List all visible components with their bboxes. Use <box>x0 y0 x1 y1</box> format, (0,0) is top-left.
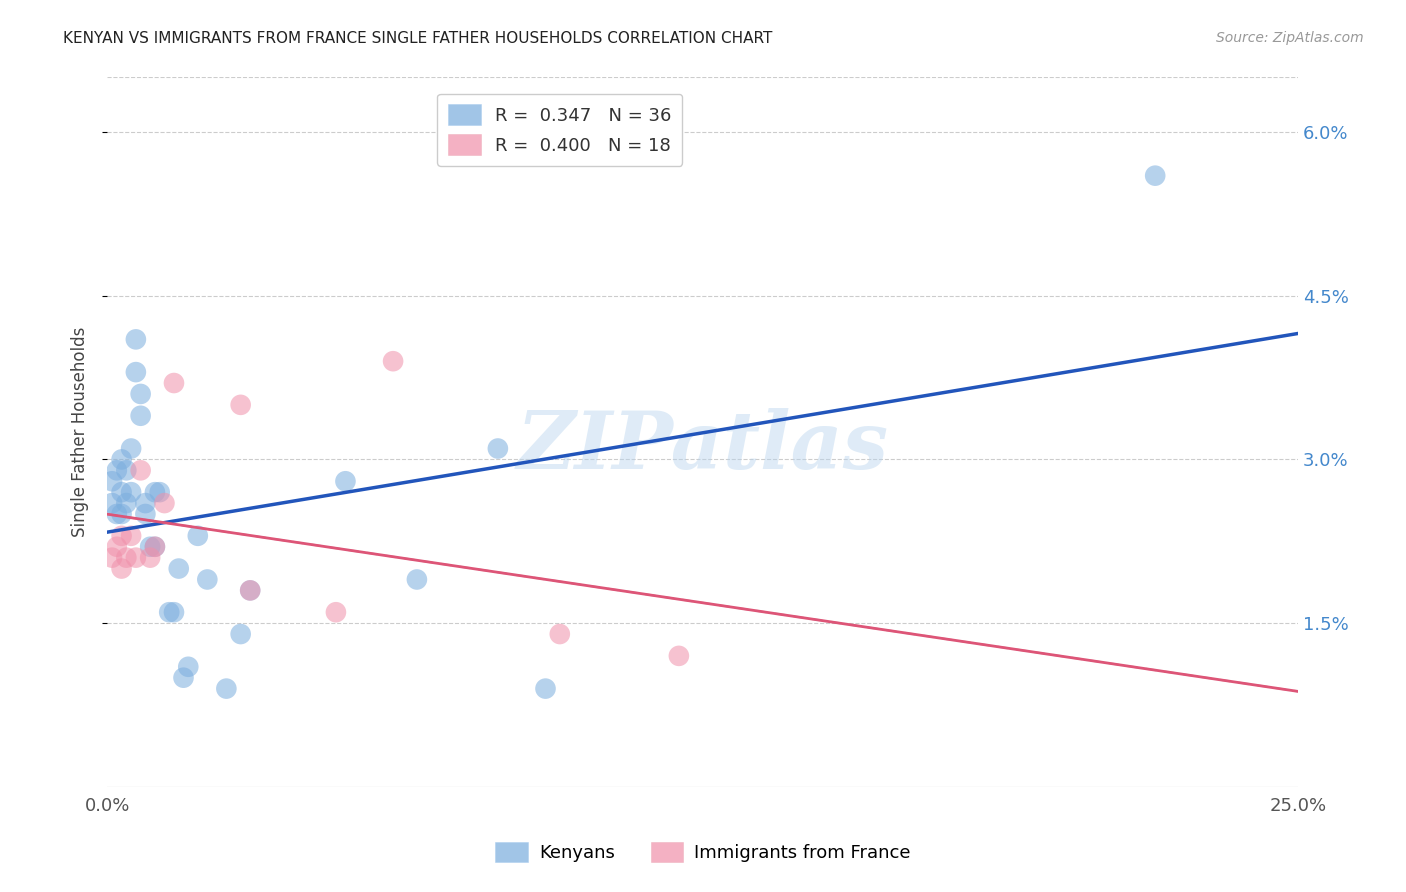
Point <box>110 529 132 543</box>
Point <box>195 573 218 587</box>
Point <box>120 442 142 456</box>
Point <box>105 540 128 554</box>
Point <box>129 387 152 401</box>
Point <box>125 550 148 565</box>
Point <box>134 507 156 521</box>
Point <box>120 529 142 543</box>
Point <box>157 605 180 619</box>
Point <box>325 605 347 619</box>
Text: Source: ZipAtlas.com: Source: ZipAtlas.com <box>1216 31 1364 45</box>
Point <box>229 627 252 641</box>
Point <box>115 496 138 510</box>
Point <box>177 660 200 674</box>
Point <box>173 671 195 685</box>
Point <box>167 561 190 575</box>
Point <box>139 540 162 554</box>
Point <box>125 365 148 379</box>
Point <box>406 573 429 587</box>
Point <box>153 496 176 510</box>
Point <box>110 561 132 575</box>
Point <box>239 583 262 598</box>
Point <box>534 681 557 696</box>
Legend: R =  0.347   N = 36, R =  0.400   N = 18: R = 0.347 N = 36, R = 0.400 N = 18 <box>437 94 682 166</box>
Point <box>110 507 132 521</box>
Point <box>382 354 405 368</box>
Point <box>101 496 124 510</box>
Legend: Kenyans, Immigrants from France: Kenyans, Immigrants from France <box>488 834 918 870</box>
Point <box>105 507 128 521</box>
Point <box>335 475 357 489</box>
Point <box>143 540 166 554</box>
Point <box>115 463 138 477</box>
Point <box>120 485 142 500</box>
Point <box>101 475 124 489</box>
Point <box>163 605 186 619</box>
Point <box>101 550 124 565</box>
Point <box>187 529 209 543</box>
Point <box>143 485 166 500</box>
Text: ZIPatlas: ZIPatlas <box>516 408 889 485</box>
Point <box>149 485 172 500</box>
Point <box>134 496 156 510</box>
Point <box>125 332 148 346</box>
Y-axis label: Single Father Households: Single Father Households <box>72 327 89 537</box>
Point <box>105 463 128 477</box>
Text: KENYAN VS IMMIGRANTS FROM FRANCE SINGLE FATHER HOUSEHOLDS CORRELATION CHART: KENYAN VS IMMIGRANTS FROM FRANCE SINGLE … <box>63 31 773 46</box>
Point <box>143 540 166 554</box>
Point <box>129 409 152 423</box>
Point <box>110 452 132 467</box>
Point <box>239 583 262 598</box>
Point <box>129 463 152 477</box>
Point <box>115 550 138 565</box>
Point <box>139 550 162 565</box>
Point <box>215 681 238 696</box>
Point <box>486 442 509 456</box>
Point <box>668 648 690 663</box>
Point <box>110 485 132 500</box>
Point <box>548 627 571 641</box>
Point <box>1144 169 1167 183</box>
Point <box>163 376 186 390</box>
Point <box>229 398 252 412</box>
